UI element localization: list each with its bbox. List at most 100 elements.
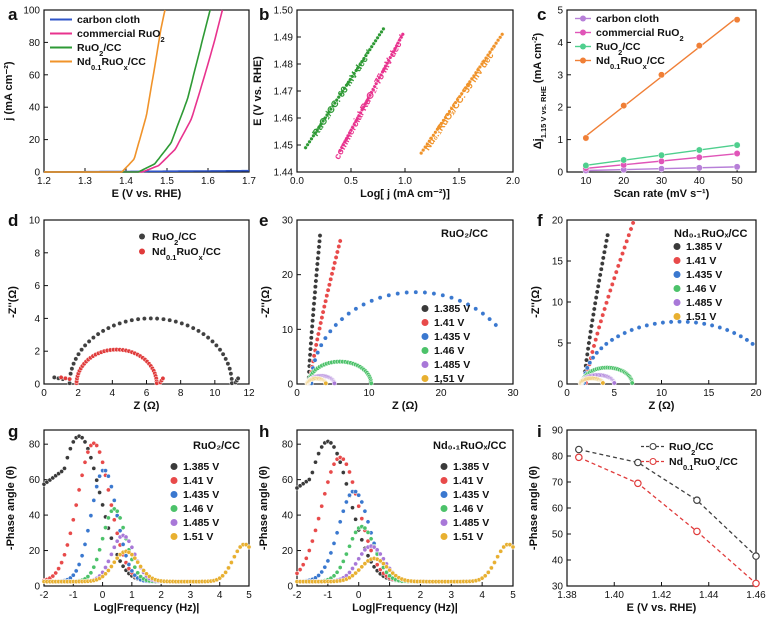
- data-point: [598, 266, 604, 272]
- legend-label: 1.46 V: [434, 345, 464, 357]
- data-point: [82, 542, 88, 547]
- data-point: [303, 555, 309, 561]
- data-point: [695, 146, 703, 154]
- x-tick-label: 1.3: [78, 176, 92, 187]
- data-point: [592, 300, 598, 306]
- data-point-RuO2/CC: [317, 124, 322, 130]
- data-point-Nd0.1RuOx/CC: [485, 52, 491, 58]
- x-tick-label: 1.6: [201, 176, 215, 187]
- data-point: [510, 544, 516, 550]
- data-point-RuO2/CC: [377, 32, 382, 37]
- data-point: [586, 340, 592, 346]
- text-run: RuO: [596, 41, 618, 53]
- data-point: [68, 530, 73, 536]
- data-point: [294, 570, 300, 576]
- data-point: [636, 325, 642, 330]
- panel-letter-f: f: [537, 211, 543, 230]
- data-point: [71, 361, 77, 367]
- y-tick-label: 80: [29, 38, 41, 49]
- x-axis-label: Log[ j (mA cm⁻²)]: [360, 188, 450, 200]
- data-point: [56, 566, 61, 571]
- data-point-Nd0.1RuOx/CC: [439, 121, 444, 126]
- legend-marker: [673, 257, 681, 264]
- data-point: [328, 276, 334, 282]
- legend-label: Nd0.1RuOx/CC: [596, 55, 665, 71]
- y-tick-label: 4: [557, 38, 563, 49]
- y-tick-label: 5: [557, 339, 563, 350]
- data-point: [668, 319, 674, 325]
- text-run: (mA cm: [532, 43, 544, 86]
- data-point: [313, 272, 319, 278]
- x-axis-label: Z (Ω): [134, 400, 160, 412]
- y-tick-label: 80: [282, 440, 294, 451]
- legend-label: 1.485 V: [453, 517, 489, 529]
- data-point: [359, 516, 365, 521]
- data-point: [65, 455, 70, 461]
- subscript: 2: [99, 49, 103, 58]
- data-point: [308, 335, 314, 341]
- data-point: [602, 306, 608, 312]
- data-point: [487, 316, 493, 322]
- data-point: [356, 492, 362, 498]
- data-point: [109, 502, 114, 508]
- data-point: [103, 565, 108, 570]
- data-point: [117, 558, 123, 564]
- data-point: [321, 304, 327, 310]
- data-point: [97, 473, 102, 479]
- data-point: [316, 250, 321, 256]
- y-tick-label: 4: [34, 314, 40, 325]
- data-point: [622, 330, 628, 336]
- text-run: /CC: [695, 441, 714, 453]
- panel-title: RuO₂/CC: [193, 440, 240, 452]
- data-point: [91, 466, 97, 471]
- x-tick-label: -1: [69, 590, 78, 601]
- x-tick-label: 1.40: [605, 590, 625, 601]
- data-point: [94, 484, 100, 489]
- data-point: [390, 570, 396, 576]
- legend-label: carbon cloth: [77, 14, 140, 26]
- data-point: [73, 568, 79, 574]
- x-axis-label: Log|Frequency (Hz)|: [94, 602, 200, 614]
- x-tick-label: 0: [294, 388, 300, 399]
- data-point: [377, 558, 383, 564]
- y-tick-label: 60: [29, 475, 41, 486]
- x-tick-label: 2: [75, 388, 81, 399]
- data-point: [485, 570, 491, 575]
- x-tick-label: 4: [217, 590, 223, 601]
- x-tick-label: 30: [507, 388, 519, 399]
- data-point: [644, 322, 650, 328]
- data-point-Nd0.1RuOx/CC: [437, 124, 442, 129]
- data-point: [377, 551, 383, 557]
- data-point: [68, 371, 74, 377]
- x-tick-label: 12: [243, 388, 255, 399]
- y-tick-label: 1.49: [274, 33, 294, 44]
- y-axis-label: -Z''(Ω): [260, 286, 272, 318]
- data-point: [91, 498, 97, 503]
- data-point: [312, 289, 318, 295]
- data-point: [353, 306, 359, 312]
- x-tick-label: 1.46: [746, 590, 766, 601]
- data-point: [589, 317, 595, 323]
- legend-marker: [440, 477, 448, 484]
- legend-label: 1.435 V: [434, 331, 470, 343]
- data-point: [88, 570, 94, 576]
- data-point-Nd0.1RuOx/CC: [467, 79, 472, 84]
- y-tick-label: 6: [34, 281, 40, 292]
- data-point: [584, 365, 590, 371]
- data-point-Nd0.1RuOx/CC: [455, 97, 460, 102]
- data-point-Nd0.1RuOx/CC: [495, 38, 501, 43]
- data-point: [337, 459, 343, 465]
- data-point: [617, 257, 623, 263]
- y-axis-label: -Phase angle (θ): [528, 466, 540, 551]
- data-point: [350, 573, 355, 579]
- data-point-Nd0.1RuOx/CC: [449, 106, 454, 111]
- data-point: [701, 321, 707, 327]
- data-point: [582, 134, 590, 142]
- subscript: 2: [618, 48, 622, 57]
- legend-marker: [421, 375, 429, 382]
- data-point: [106, 473, 111, 479]
- data-point: [634, 479, 642, 488]
- y-tick-label: 10: [552, 298, 564, 309]
- legend-marker: [170, 533, 178, 540]
- x-tick-label: 1.7: [242, 176, 256, 187]
